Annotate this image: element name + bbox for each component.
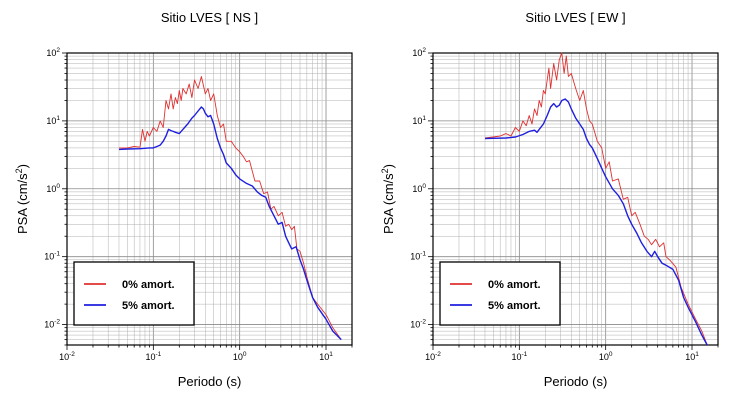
series-line-red bbox=[484, 52, 708, 346]
y-tick-label: 102 bbox=[46, 47, 60, 58]
x-axis-label: Periodo (s) bbox=[544, 374, 608, 389]
legend-label: 5% amort. bbox=[488, 300, 541, 312]
y-tick-label: 101 bbox=[412, 115, 426, 126]
x-tick-label: 100 bbox=[599, 351, 613, 362]
y-axis-label: PSA (cm/s2) bbox=[380, 164, 396, 234]
y-tick-label: 101 bbox=[46, 115, 60, 126]
series-line-red bbox=[119, 76, 342, 340]
y-tick-label: 102 bbox=[412, 47, 426, 58]
chart-title: Sitio LVES [ EW ] bbox=[525, 10, 625, 25]
chart-panel-1: 10-2 10-1 100 101 10-2 10-1 100 101 102 Sitio LVE… bbox=[380, 10, 719, 389]
chart-title: Sitio LVES [ NS ] bbox=[161, 10, 258, 25]
series-line-blue bbox=[484, 98, 708, 346]
y-tick-label: 10-2 bbox=[410, 319, 426, 330]
series-line-blue bbox=[118, 106, 342, 341]
legend-label: 0% amort. bbox=[122, 279, 175, 291]
legend-label: 0% amort. bbox=[488, 279, 541, 291]
legend: 0% amort. 5% amort. bbox=[439, 261, 561, 326]
y-axis-label: PSA (cm/s2) bbox=[14, 164, 30, 234]
legend: 0% amort. 5% amort. bbox=[73, 261, 195, 326]
y-tick-label: 10-1 bbox=[44, 251, 60, 262]
x-tick-label: 10-2 bbox=[425, 351, 441, 362]
x-tick-label: 101 bbox=[319, 351, 333, 362]
legend-label: 5% amort. bbox=[122, 300, 175, 312]
x-tick-label: 10-2 bbox=[59, 351, 75, 362]
x-tick-label: 101 bbox=[685, 351, 699, 362]
legend-box bbox=[439, 261, 561, 326]
y-tick-label: 10-2 bbox=[44, 319, 60, 330]
y-tick-label: 100 bbox=[46, 183, 60, 194]
x-tick-label: 100 bbox=[233, 351, 247, 362]
x-tick-label: 10-1 bbox=[145, 351, 161, 362]
legend-box bbox=[73, 261, 195, 326]
x-tick-label: 10-1 bbox=[511, 351, 527, 362]
y-tick-label: 10-1 bbox=[410, 251, 426, 262]
x-axis-label: Periodo (s) bbox=[178, 374, 242, 389]
y-tick-label: 100 bbox=[412, 183, 426, 194]
chart-panel-0: 10-2 10-1 100 101 10-2 10-1 100 101 102 Sitio LVE… bbox=[14, 10, 353, 389]
